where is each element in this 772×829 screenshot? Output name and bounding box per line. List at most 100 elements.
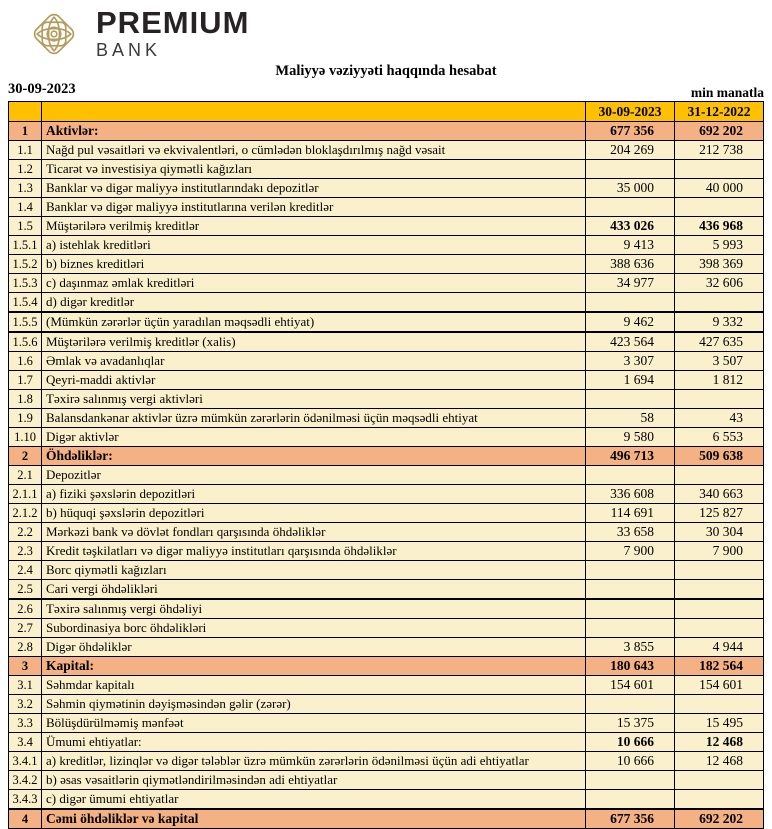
row-value-2023: 10 666 (585, 732, 675, 752)
row-value-2023: 180 643 (585, 656, 675, 676)
row-label: Nağd pul vəsaitləri və ekvivalentləri, o… (41, 140, 586, 160)
row-value-2023: 336 608 (585, 484, 675, 504)
row-number: 1.6 (8, 351, 42, 371)
report-meta: 30-09-2023 min manatla (0, 81, 772, 101)
row-value-2023 (585, 598, 675, 619)
row-value-2022: 9 332 (674, 311, 764, 333)
row-label: Borc qiymətli kağızları (41, 560, 586, 580)
row-number: 1.5.6 (8, 331, 42, 352)
row-value-2022: 40 000 (674, 178, 764, 198)
table-row: 1 Aktivlər: 677 356 692 202 (8, 121, 764, 141)
row-number: 3.4 (8, 732, 42, 752)
row-number: 2.4 (8, 560, 42, 580)
row-label: b) əsas vəsaitlərin qiymətləndirilməsind… (41, 770, 586, 790)
row-number: 1.1 (8, 140, 42, 160)
column-header-2022: 31-12-2022 (674, 101, 764, 122)
row-value-2023: 204 269 (585, 140, 675, 160)
row-value-2023: 677 356 (585, 121, 675, 141)
row-value-2022: 5 993 (674, 235, 764, 255)
row-number: 4 (8, 808, 42, 829)
bank-logo: PREMIUM BANK (26, 6, 772, 62)
table-row: 2.1.2 b) hüquqi şəxslərin depozitləri 114 … (8, 503, 764, 523)
unit-label: min manatla (690, 85, 764, 100)
row-number: 1.4 (8, 197, 42, 217)
bank-wordmark: PREMIUM BANK (96, 7, 249, 60)
row-number: 2.7 (8, 618, 42, 638)
row-label: Səhmdar kapitalı (41, 675, 586, 695)
row-value-2023: 114 691 (585, 503, 675, 523)
row-number: 3.4.3 (8, 789, 42, 810)
table-row: 1.5.1 a) istehlak kreditləri 9 413 5 993 (8, 235, 764, 255)
row-label: Ümumi ehtiyatlar: (41, 732, 586, 752)
row-value-2023 (585, 694, 675, 714)
table-row: 1.4 Banklar və digər maliyyə institutları… (8, 197, 764, 217)
row-value-2022: 692 202 (674, 808, 764, 829)
table-row: 1.5.3 c) daşınmaz əmlak kreditləri 34 977 3… (8, 273, 764, 293)
table-row: 2 Öhdəliklər: 496 713 509 638 (8, 446, 764, 466)
table-row: 1.2 Ticarət və investisiya qiymətli kağız… (8, 159, 764, 179)
row-value-2022: 125 827 (674, 503, 764, 523)
column-header-2023: 30-09-2023 (585, 101, 675, 122)
row-label: Cəmi öhdəliklər və kapital (41, 808, 586, 829)
row-label: Əmlak və avadanlıqlar (41, 351, 586, 371)
row-label: Digər öhdəliklər (41, 637, 586, 657)
row-number: 1.10 (8, 427, 42, 447)
row-number: 2.3 (8, 541, 42, 561)
row-number: 3.2 (8, 694, 42, 714)
row-value-2023 (585, 465, 675, 485)
row-value-2023: 34 977 (585, 273, 675, 293)
row-number: 3.4.2 (8, 770, 42, 790)
row-value-2023: 154 601 (585, 675, 675, 695)
row-value-2023: 58 (585, 408, 675, 428)
row-number: 2 (8, 446, 42, 466)
row-value-2023: 7 900 (585, 541, 675, 561)
table-row: 1.7 Qeyri-maddi aktivlər 1 694 1 812 (8, 370, 764, 390)
row-value-2022: 1 812 (674, 370, 764, 390)
row-value-2022: 43 (674, 408, 764, 428)
row-label: Kredit təşkilatları və digər maliyyə ins… (41, 541, 586, 561)
row-number: 2.5 (8, 579, 42, 600)
row-label: Müştərilərə verilmiş kreditlər (xalis) (41, 331, 586, 352)
row-number: 1.5 (8, 216, 42, 236)
row-label: Təxirə salınmış vergi öhdəliyi (41, 598, 586, 619)
row-number: 3.1 (8, 675, 42, 695)
row-value-2023: 35 000 (585, 178, 675, 198)
table-row: 2.4 Borc qiymətli kağızları (8, 560, 764, 580)
row-label: b) biznes kreditləri (41, 254, 586, 274)
row-value-2023: 9 462 (585, 311, 675, 333)
row-value-2023 (585, 618, 675, 638)
row-label: b) hüquqi şəxslərin depozitləri (41, 503, 586, 523)
row-value-2022: 4 944 (674, 637, 764, 657)
row-value-2023 (585, 292, 675, 313)
table-row: 2.8 Digər öhdəliklər 3 855 4 944 (8, 637, 764, 657)
report-date: 30-09-2023 (8, 81, 76, 97)
row-label: Kapital: (41, 656, 586, 676)
row-value-2023 (585, 770, 675, 790)
row-value-2023: 33 658 (585, 522, 675, 542)
row-label: Banklar və digər maliyyə institutlarına … (41, 197, 586, 217)
row-value-2022: 6 553 (674, 427, 764, 447)
financial-position-table: 30-09-2023 31-12-2022 1 Aktivlər: 677 356 6… (8, 101, 764, 829)
row-value-2023: 15 375 (585, 713, 675, 733)
row-number: 1.5.2 (8, 254, 42, 274)
table-row: 2.7 Subordinasiya borc öhdəlikləri (8, 618, 764, 638)
table-row: 3.3 Bölüşdürülməmiş mənfəət 15 375 15 495 (8, 713, 764, 733)
table-row: 3.2 Səhmin qiymətinin dəyişməsindən gəlir… (8, 694, 764, 714)
row-label: Müştərilərə verilmiş kreditlər (41, 216, 586, 236)
brand-subtitle: BANK (96, 39, 162, 60)
row-number: 2.1.1 (8, 484, 42, 504)
table-row: 2.6 Təxirə salınmış vergi öhdəliyi (8, 598, 764, 619)
table-row: 2.5 Cari vergi öhdəlikləri (8, 579, 764, 600)
row-label: c) digər ümumi ehtiyatlar (41, 789, 586, 810)
row-number: 1.5.1 (8, 235, 42, 255)
row-label: Səhmin qiymətinin dəyişməsindən gəlir (z… (41, 694, 586, 714)
table-row: 3.4.2 b) əsas vəsaitlərin qiymətləndirilm… (8, 770, 764, 790)
table-row: 3.4 Ümumi ehtiyatlar: 10 666 12 468 (8, 732, 764, 752)
table-header-row: 30-09-2023 31-12-2022 (8, 101, 764, 122)
row-label: a) kreditlər, lizinqlər və digər tələblə… (41, 751, 586, 771)
row-value-2022: 427 635 (674, 331, 764, 352)
row-value-2023 (585, 197, 675, 217)
row-number: 2.6 (8, 598, 42, 619)
row-label: Aktivlər: (41, 121, 586, 141)
row-number: 1.7 (8, 370, 42, 390)
